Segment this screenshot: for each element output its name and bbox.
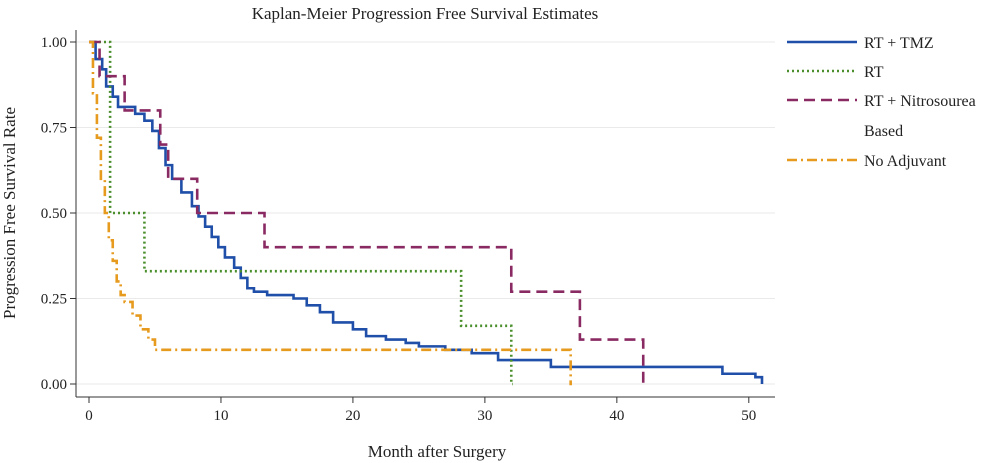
legend-label-2: RT + Nitrosourea bbox=[864, 93, 976, 110]
x-tick-label: 20 bbox=[345, 408, 360, 424]
series-line-1 bbox=[89, 40, 513, 386]
x-tick-label: 50 bbox=[741, 408, 756, 424]
legend-label-0: RT + TMZ bbox=[864, 35, 934, 52]
series-line-2 bbox=[89, 40, 645, 386]
chart-title: Kaplan-Meier Progression Free Survival E… bbox=[252, 4, 599, 23]
legend-label-3: Based bbox=[864, 123, 903, 140]
legend-label-4: No Adjuvant bbox=[864, 153, 947, 170]
series-line-0 bbox=[89, 40, 764, 384]
legend: RT + TMZ RT RT + Nitrosourea Based No Adjuva… bbox=[787, 35, 976, 170]
x-axis-label: Month after Surgery bbox=[368, 442, 507, 461]
series-line-4 bbox=[89, 40, 572, 386]
axes: 0.00 0.25 0.50 0.75 1.00 0 10 20 30 40 50 bbox=[41, 30, 775, 424]
y-tick-label: 0.25 bbox=[41, 292, 67, 308]
y-axis-label: Progression Free Survival Rate bbox=[0, 107, 19, 319]
legend-label-1: RT bbox=[864, 64, 884, 81]
y-tick-label: 0.00 bbox=[41, 377, 67, 393]
x-tick-label: 40 bbox=[609, 408, 624, 424]
x-tick-label: 30 bbox=[477, 408, 492, 424]
grid bbox=[76, 41, 775, 385]
y-tick-label: 0.75 bbox=[41, 121, 67, 137]
x-tick-label: 0 bbox=[85, 408, 93, 424]
series-lines bbox=[89, 40, 764, 386]
y-tick-label: 0.50 bbox=[41, 206, 67, 222]
y-tick-label: 1.00 bbox=[41, 35, 67, 51]
x-tick-label: 10 bbox=[213, 408, 228, 424]
